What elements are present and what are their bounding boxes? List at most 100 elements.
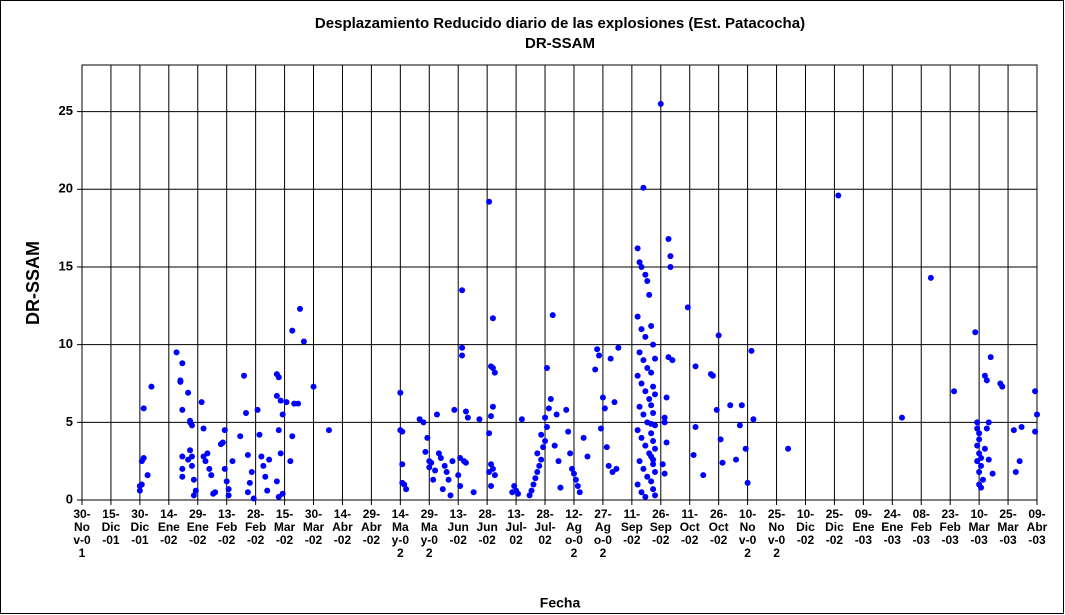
data-point (441, 462, 448, 469)
data-point (738, 402, 745, 409)
data-point (652, 445, 658, 452)
data-point (457, 483, 464, 490)
data-point (397, 389, 404, 396)
data-point (640, 184, 647, 191)
data-point (835, 192, 842, 199)
data-point (459, 344, 466, 351)
data-point (987, 354, 994, 361)
data-point (242, 410, 249, 416)
data-point (486, 198, 493, 205)
data-point (594, 346, 601, 353)
y-tick-label: 10 (59, 336, 73, 351)
data-point (669, 357, 676, 364)
data-point (709, 372, 716, 379)
data-point (648, 402, 655, 409)
data-point (187, 447, 194, 454)
data-point (140, 405, 147, 412)
data-point (974, 425, 981, 432)
data-point (206, 465, 213, 472)
data-point (638, 380, 645, 387)
data-point (736, 422, 743, 429)
data-point (690, 451, 697, 458)
data-point (439, 486, 446, 493)
data-point (974, 458, 981, 465)
data-point (530, 481, 537, 488)
data-point (549, 312, 556, 319)
x-tick-label: 28-Jul-02 (534, 507, 556, 547)
data-point (430, 476, 437, 483)
data-point (260, 462, 267, 469)
data-point (489, 315, 496, 322)
data-point (659, 461, 666, 468)
data-point (244, 489, 251, 496)
data-point (264, 487, 271, 494)
x-tick-label: 25-Dic-02 (825, 507, 844, 547)
data-point (277, 397, 284, 404)
data-point (1016, 458, 1023, 465)
data-point (488, 461, 495, 468)
data-point (692, 423, 699, 430)
data-point (700, 472, 707, 479)
data-point (283, 399, 290, 406)
data-point (999, 383, 1006, 390)
data-point (576, 489, 583, 496)
data-point (650, 456, 657, 463)
x-tick-label: 10-Dic-02 (796, 507, 815, 547)
data-point (742, 445, 749, 452)
data-point (488, 413, 495, 420)
data-point (273, 478, 280, 485)
x-tick-label: 13-Jun-02 (447, 507, 469, 547)
data-point (246, 479, 253, 486)
x-tick-label: 23-Feb-03 (939, 507, 961, 547)
x-tick-label: 09-Ene-03 (852, 507, 875, 547)
data-point (428, 459, 435, 466)
x-tick-label: 28-Feb-02 (244, 507, 267, 547)
data-point (300, 338, 307, 345)
data-point (574, 483, 581, 490)
data-point (221, 465, 228, 472)
data-point (223, 478, 230, 485)
data-point (642, 442, 649, 449)
data-point (1018, 423, 1025, 430)
data-point (241, 372, 248, 379)
x-tick-label: 14-Abr-02 (332, 507, 353, 547)
x-tick-label: 29-Ene-02 (186, 507, 209, 547)
data-point (648, 323, 655, 329)
data-point (325, 427, 332, 434)
data-point (190, 476, 197, 483)
plot-area (81, 64, 1038, 501)
y-tick-label: 25 (59, 103, 73, 118)
data-point (138, 481, 145, 488)
data-point (644, 277, 651, 284)
data-point (650, 383, 657, 390)
data-point (646, 396, 653, 403)
data-point (570, 470, 577, 477)
data-point (459, 287, 466, 294)
data-point (399, 428, 406, 435)
data-point (462, 408, 469, 415)
data-point (580, 434, 587, 441)
data-point (785, 445, 792, 452)
data-point (976, 450, 983, 457)
data-point (177, 378, 184, 385)
x-tick-label: 30-Dic-01 (130, 507, 150, 547)
data-point (557, 484, 564, 491)
data-point (534, 469, 541, 476)
data-point (603, 444, 610, 451)
data-point (555, 458, 562, 465)
data-point (1032, 428, 1039, 435)
data-point (652, 492, 658, 499)
chart-subtitle: DR-SSAM (525, 35, 595, 52)
data-point (515, 490, 522, 497)
data-point (277, 450, 284, 457)
data-point (275, 374, 282, 381)
data-point (449, 458, 456, 465)
data-point (563, 406, 570, 413)
data-point (179, 465, 186, 472)
data-point (179, 360, 186, 367)
data-point (279, 411, 286, 418)
data-point (565, 428, 572, 435)
x-tick-label: 28-Jun-02 (476, 507, 498, 547)
data-point (295, 400, 302, 407)
